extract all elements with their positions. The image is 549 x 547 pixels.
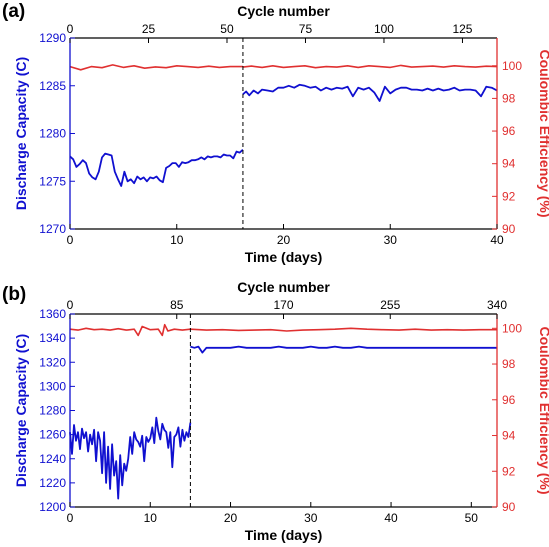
x2-tick-label: 0 <box>67 22 74 36</box>
y2-tick-label: 90 <box>502 222 516 236</box>
x-axis-title: Time (days) <box>245 249 323 265</box>
y2-tick-label: 92 <box>502 189 516 203</box>
x2-axis-title: Cycle number <box>237 3 330 19</box>
x2-tick-label: 170 <box>273 298 293 312</box>
y-tick-label: 1200 <box>39 500 66 514</box>
capacity-line-1 <box>190 345 497 354</box>
x2-axis-title: Cycle number <box>237 279 330 295</box>
y2-tick-label: 96 <box>502 393 516 407</box>
y-axis-title: Discharge Capacity (C) <box>13 334 29 487</box>
y-tick-label: 1320 <box>39 355 66 369</box>
chart-panel-a: (a) 0 10 20 30 40 0 25 50 75 100 125 1270 1275 1280 128… <box>2 1 549 265</box>
x2-tick-label: 125 <box>452 22 472 36</box>
x-tick-label: 30 <box>384 233 398 247</box>
x2-tick-label: 100 <box>374 22 394 36</box>
efficiency-line-2 <box>69 64 243 71</box>
chart-panel-b: (b) 0 10 20 30 40 50 0 85 170 255 340 1200 1220 1240 12… <box>2 279 549 543</box>
y-tick-label: 1220 <box>39 476 66 490</box>
efficiency-line-2 <box>69 323 191 337</box>
x2-tick-label: 85 <box>170 298 184 312</box>
y-tick-label: 1360 <box>39 307 66 321</box>
x2-tick-label: 75 <box>299 22 313 36</box>
x-tick-label: 10 <box>144 511 158 525</box>
x-tick-label: 10 <box>170 233 184 247</box>
y2-axis-title: Coulombic Efficiency (%) <box>537 326 549 494</box>
x2-tick-label: 0 <box>67 298 74 312</box>
x-tick-label: 30 <box>304 511 318 525</box>
data-lines <box>69 323 497 500</box>
y-tick-label: 1280 <box>39 404 66 418</box>
y2-tick-label: 100 <box>502 59 522 73</box>
y-tick-label: 1260 <box>39 428 66 442</box>
y-tick-label: 1300 <box>39 379 66 393</box>
y2-axis-title: Coulombic Efficiency (%) <box>537 49 549 217</box>
y-axis-title: Discharge Capacity (C) <box>13 57 29 210</box>
x-axis-title: Time (days) <box>245 527 323 543</box>
data-lines <box>69 64 498 187</box>
capacity-line-0 <box>69 416 192 500</box>
y-tick-label: 1290 <box>39 31 66 45</box>
y-tick-label: 1270 <box>39 222 66 236</box>
x-tick-label: 40 <box>384 511 398 525</box>
x-tick-label: 20 <box>224 511 238 525</box>
x-tick-label: 50 <box>465 511 479 525</box>
y-tick-label: 1240 <box>39 452 66 466</box>
x-tick-label: 0 <box>67 233 74 247</box>
capacity-line-1 <box>242 83 498 102</box>
x2-tick-label: 340 <box>487 298 507 312</box>
y2-tick-label: 98 <box>502 357 516 371</box>
x2-tick-label: 50 <box>220 22 234 36</box>
capacity-line-0 <box>69 149 244 187</box>
efficiency-line-3 <box>190 327 497 332</box>
y2-tick-label: 94 <box>502 429 516 443</box>
y2-tick-label: 94 <box>502 157 516 171</box>
y2-tick-label: 96 <box>502 124 516 138</box>
y-tick-label: 1275 <box>39 174 66 188</box>
x-tick-label: 40 <box>490 233 504 247</box>
y2-tick-label: 90 <box>502 500 516 514</box>
y-tick-label: 1340 <box>39 331 66 345</box>
y2-tick-label: 98 <box>502 91 516 105</box>
panel-label: (b) <box>2 284 26 305</box>
efficiency-line-3 <box>242 64 498 69</box>
x2-tick-label: 25 <box>142 22 156 36</box>
panel-label: (a) <box>2 1 25 22</box>
x2-tick-label: 255 <box>380 298 400 312</box>
x-tick-label: 20 <box>277 233 291 247</box>
x-tick-label: 0 <box>67 511 74 525</box>
y-tick-label: 1280 <box>39 127 66 141</box>
y-tick-label: 1285 <box>39 79 66 93</box>
y2-tick-label: 92 <box>502 464 516 478</box>
y2-tick-label: 100 <box>502 321 522 335</box>
